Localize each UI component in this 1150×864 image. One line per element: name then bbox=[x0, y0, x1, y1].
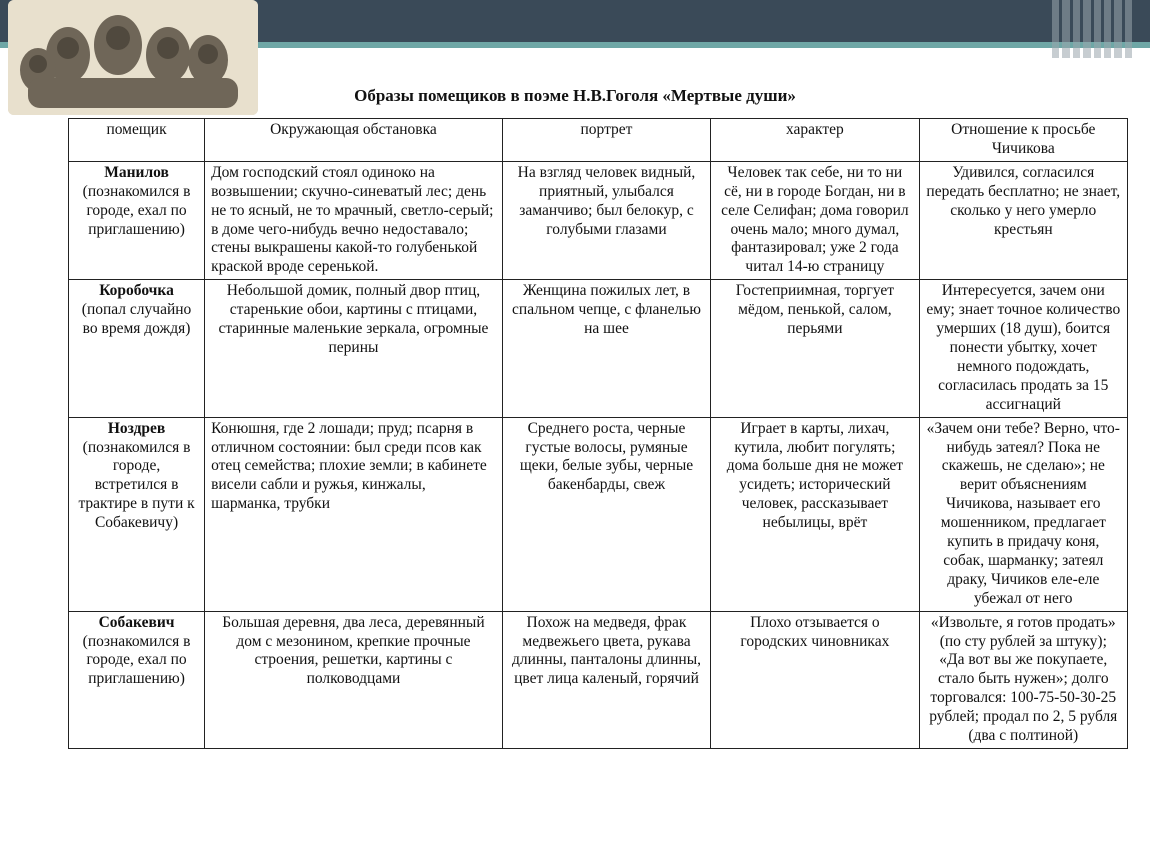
cell-attitude: Удивился, согласился передать бесплатно;… bbox=[919, 161, 1127, 279]
landowner-note: (познакомился в городе, ехал по приглаше… bbox=[83, 633, 191, 688]
table-row: Манилов (познакомился в городе, ехал по … bbox=[69, 161, 1128, 279]
landowner-name: Ноздрев bbox=[75, 420, 198, 439]
col-header: Отношение к просьбе Чичикова bbox=[919, 119, 1127, 162]
cell-character: Человек так себе, ни то ни сё, ни в горо… bbox=[711, 161, 919, 279]
landowner-note: (попал случайно во время дождя) bbox=[82, 301, 192, 337]
landowner-name: Собакевич bbox=[75, 614, 198, 633]
table-header-row: помещик Окружающая обстановка портрет ха… bbox=[69, 119, 1128, 162]
cell-portrait: Среднего роста, черные густые волосы, ру… bbox=[502, 417, 710, 611]
col-header: помещик bbox=[69, 119, 205, 162]
col-header: характер bbox=[711, 119, 919, 162]
cell-portrait: На взгляд человек видный, приятный, улыб… bbox=[502, 161, 710, 279]
cell-attitude: «Извольте, я готов продать» (по сту рубл… bbox=[919, 611, 1127, 748]
cell-attitude: Интересуется, зачем они ему; знает точно… bbox=[919, 280, 1127, 417]
landowner-name: Манилов bbox=[75, 164, 198, 183]
cell-character: Плохо отзывается о городских чиновниках bbox=[711, 611, 919, 748]
cell-portrait: Женщина пожилых лет, в спальном чепце, с… bbox=[502, 280, 710, 417]
landowner-name: Коробочка bbox=[75, 282, 198, 301]
table-row: Ноздрев (познакомился в городе, встретил… bbox=[69, 417, 1128, 611]
cell-environment: Дом господский стоял одиноко на возвышен… bbox=[205, 161, 503, 279]
cell-landowner: Ноздрев (познакомился в городе, встретил… bbox=[69, 417, 205, 611]
table-row: Собакевич (познакомился в городе, ехал п… bbox=[69, 611, 1128, 748]
cell-environment: Большая деревня, два леса, деревянный до… bbox=[205, 611, 503, 748]
cell-character: Играет в карты, лихач, кутила, любит пог… bbox=[711, 417, 919, 611]
col-header: Окружающая обстановка bbox=[205, 119, 503, 162]
landowner-note: (познакомился в городе, встретился в тра… bbox=[78, 439, 194, 532]
page-title: Образы помещиков в поэме Н.В.Гоголя «Мер… bbox=[0, 86, 1150, 106]
cell-landowner: Коробочка (попал случайно во время дождя… bbox=[69, 280, 205, 417]
table-row: Коробочка (попал случайно во время дождя… bbox=[69, 280, 1128, 417]
cell-portrait: Похож на медведя, фрак медвежьего цвета,… bbox=[502, 611, 710, 748]
col-header: портрет bbox=[502, 119, 710, 162]
cell-environment: Конюшня, где 2 лошади; пруд; псарня в от… bbox=[205, 417, 503, 611]
cell-landowner: Манилов (познакомился в городе, ехал по … bbox=[69, 161, 205, 279]
cell-landowner: Собакевич (познакомился в городе, ехал п… bbox=[69, 611, 205, 748]
cell-environment: Небольшой домик, полный двор птиц, старе… bbox=[205, 280, 503, 417]
landowners-table: помещик Окружающая обстановка портрет ха… bbox=[68, 118, 1128, 749]
cell-character: Гостеприимная, торгует мёдом, пенькой, с… bbox=[711, 280, 919, 417]
decorative-stripes bbox=[1052, 0, 1132, 58]
cell-attitude: «Зачем они тебе? Верно, что-нибудь затея… bbox=[919, 417, 1127, 611]
landowner-note: (познакомился в городе, ехал по приглаше… bbox=[83, 183, 191, 238]
